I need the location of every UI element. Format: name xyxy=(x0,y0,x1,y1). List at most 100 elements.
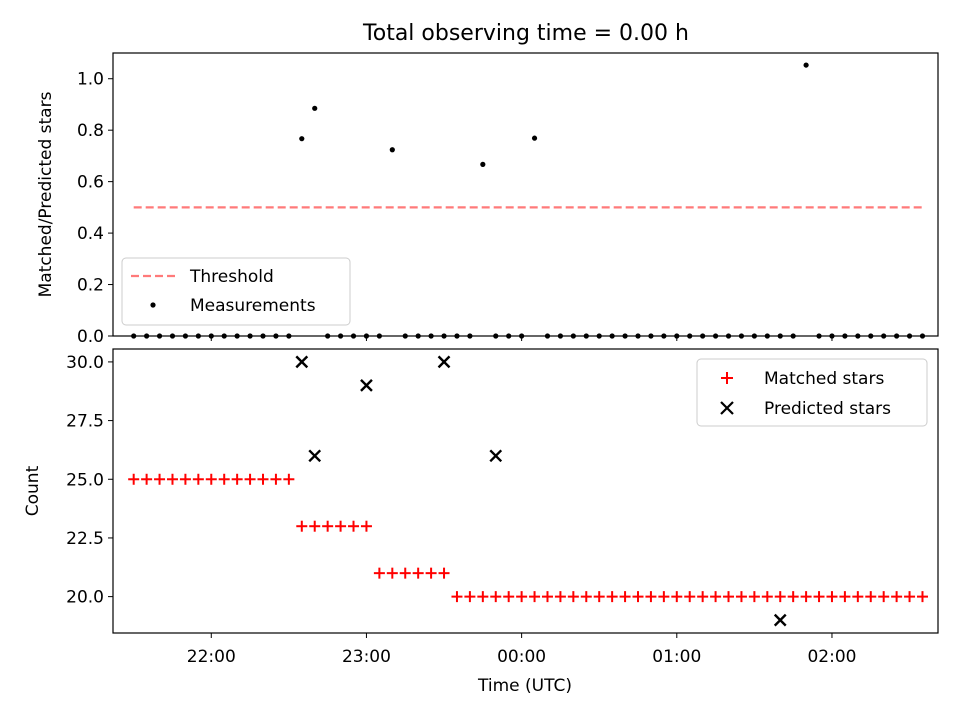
measurement-point xyxy=(299,136,305,142)
count-legend: Matched stars Predicted stars xyxy=(696,358,928,427)
matched-star-point xyxy=(309,520,321,532)
matched-star-point xyxy=(231,473,243,485)
predicted-star-point xyxy=(308,449,322,463)
matched-star-point xyxy=(205,473,217,485)
count-panel: 20.0 22.5 25.0 27.5 30.0 22:00 23:00 00:00 01:0… xyxy=(23,348,939,696)
matched-star-point xyxy=(748,591,760,603)
matched-star-point xyxy=(166,473,178,485)
matched-star-point xyxy=(141,473,153,485)
matched-star-point xyxy=(800,591,812,603)
matched-star-point xyxy=(490,591,502,603)
matched-star-point xyxy=(477,591,489,603)
matched-star-point xyxy=(541,591,553,603)
matched-star-point xyxy=(244,473,256,485)
predicted-star-point xyxy=(295,355,309,369)
ratio-y-tick-label: 0.0 xyxy=(77,327,104,347)
matched-star-point xyxy=(464,591,476,603)
count-y-axis-label: Count xyxy=(23,465,43,516)
matched-star-point xyxy=(839,591,851,603)
matched-star-point xyxy=(710,591,722,603)
matched-star-point xyxy=(348,520,360,532)
matched-star-point xyxy=(787,591,799,603)
matched-star-point xyxy=(529,591,541,603)
threshold-legend-label: Threshold xyxy=(189,267,274,287)
matched-legend-swatch xyxy=(721,372,733,384)
matched-star-point xyxy=(270,473,282,485)
measurements-legend-swatch xyxy=(150,302,156,308)
matched-star-point xyxy=(373,567,385,579)
count-x-tick-label: 23:00 xyxy=(342,647,391,667)
predicted-star-point xyxy=(489,449,503,463)
matched-star-point xyxy=(606,591,618,603)
matched-star-point xyxy=(852,591,864,603)
measurement-point xyxy=(531,135,538,141)
predicted-star-point xyxy=(360,379,373,392)
measurement-point xyxy=(803,62,809,68)
count-series xyxy=(128,355,928,627)
count-y-ticks: 20.0 22.5 25.0 27.5 30.0 xyxy=(66,353,113,608)
matched-star-point xyxy=(154,473,166,485)
matched-star-point xyxy=(438,567,450,579)
matched-star-point xyxy=(761,591,773,603)
matched-star-point xyxy=(645,591,657,603)
predicted-legend-label: Predicted stars xyxy=(764,399,891,419)
count-x-ticks: 22:00 23:00 00:00 01:00 02:00 xyxy=(187,633,856,667)
matched-star-point xyxy=(697,591,709,603)
ratio-plot-frame xyxy=(112,52,939,337)
matched-star-point xyxy=(658,591,670,603)
matched-star-point xyxy=(554,591,566,603)
matched-legend-label: Matched stars xyxy=(764,369,884,389)
matched-star-point xyxy=(904,591,916,603)
count-x-tick-label: 00:00 xyxy=(497,647,546,667)
ratio-y-ticks: 0.0 0.2 0.4 0.6 0.8 1.0 xyxy=(77,70,113,347)
matched-star-point xyxy=(516,591,528,603)
count-y-tick-label: 22.5 xyxy=(66,529,104,549)
predicted-star-point xyxy=(773,613,787,627)
ratio-y-tick-label: 0.8 xyxy=(77,121,104,141)
predicted-legend-swatch xyxy=(720,401,734,415)
measurement-point xyxy=(480,161,486,167)
count-plot-frame xyxy=(112,348,939,634)
matched-star-point xyxy=(503,591,515,603)
matched-star-point xyxy=(179,473,191,485)
count-y-tick-label: 27.5 xyxy=(66,412,104,432)
ratio-y-tick-label: 0.2 xyxy=(77,276,104,296)
count-x-tick-label: 22:00 xyxy=(187,647,236,667)
ratio-legend-box xyxy=(121,257,351,326)
predicted-star-point xyxy=(437,355,451,369)
matched-star-point xyxy=(257,473,269,485)
matched-star-point xyxy=(684,591,696,603)
matched-star-point xyxy=(218,473,230,485)
matched-star-point xyxy=(593,591,605,603)
matched-star-point xyxy=(632,591,644,603)
matched-star-point xyxy=(128,473,140,485)
matched-star-point xyxy=(399,567,411,579)
count-x-tick-label: 01:00 xyxy=(652,647,701,667)
measurements-legend-label: Measurements xyxy=(190,296,316,316)
ratio-y-axis-label: Matched/Predicted stars xyxy=(36,91,56,297)
count-y-tick-label: 25.0 xyxy=(66,470,104,490)
matched-star-point xyxy=(360,520,372,532)
matched-star-point xyxy=(774,591,786,603)
measurement-point xyxy=(312,105,318,111)
matched-star-point xyxy=(878,591,890,603)
matched-star-point xyxy=(296,520,308,532)
matched-star-point xyxy=(813,591,825,603)
ratio-y-tick-label: 1.0 xyxy=(77,70,104,90)
count-y-tick-label: 30.0 xyxy=(66,353,104,373)
ratio-panel: 0.0 0.2 0.4 0.6 0.8 1.0 Matched/Predicted sta… xyxy=(36,52,939,347)
matched-star-point xyxy=(335,520,347,532)
matched-star-point xyxy=(567,591,579,603)
count-legend-box xyxy=(696,358,928,427)
matched-star-point xyxy=(425,567,437,579)
matched-star-point xyxy=(386,567,398,579)
matched-star-point xyxy=(580,591,592,603)
matched-star-point xyxy=(826,591,838,603)
matched-star-point xyxy=(891,591,903,603)
matched-star-point xyxy=(619,591,631,603)
matched-star-point xyxy=(192,473,204,485)
matched-star-point xyxy=(283,473,295,485)
matched-star-point xyxy=(735,591,747,603)
matched-star-point xyxy=(916,591,928,603)
